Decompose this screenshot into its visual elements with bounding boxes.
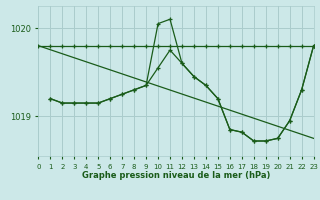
- X-axis label: Graphe pression niveau de la mer (hPa): Graphe pression niveau de la mer (hPa): [82, 171, 270, 180]
